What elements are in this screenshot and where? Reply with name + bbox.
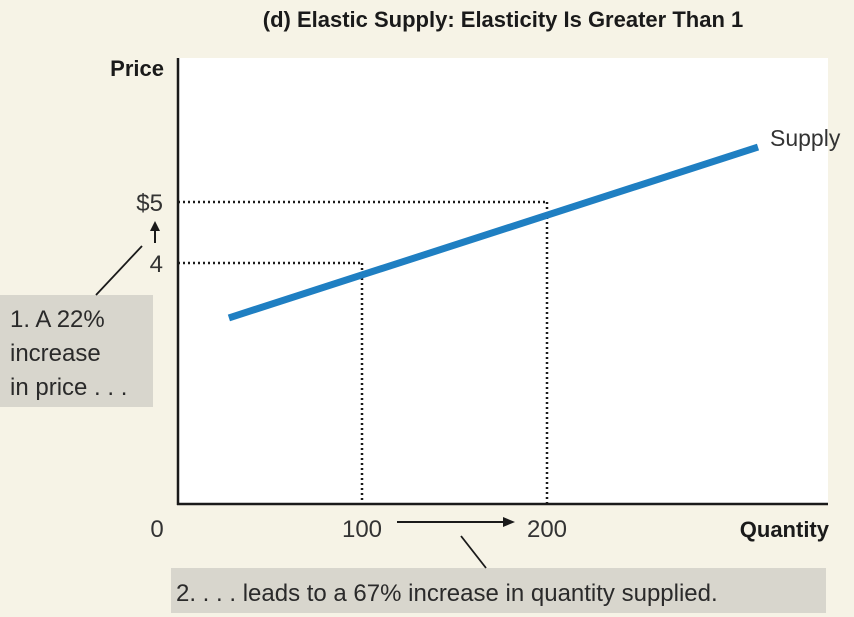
supply-line [227,143,760,322]
x-tick-label-100: 100 [342,516,382,543]
quantity-arrow-head [503,517,515,527]
plot-area [178,58,828,504]
y-tick-label-5: $5 [136,190,163,217]
origin-label: 0 [150,516,163,543]
x-tick-label-200: 200 [527,516,567,543]
price-annotation-line-2: increase [10,340,101,367]
chart-title: (d) Elastic Supply: Elasticity Is Greate… [263,7,743,32]
quantity-annotation-pointer [460,535,487,569]
quantity-annotation-box [171,568,826,613]
y-axis-label: Price [110,56,164,81]
x-axis-label: Quantity [740,517,830,542]
y-tick-label-4: 4 [150,251,163,278]
price-annotation-line-1: 1. A 22% [10,306,105,333]
reference-lines [178,200,549,504]
supply-label: Supply [770,125,841,151]
price-arrow-head [150,221,160,231]
price-annotation-pointer [95,245,143,296]
quantity-annotation-text: 2. . . . leads to a 67% increase in quan… [176,580,718,607]
price-annotation-box [0,295,153,407]
price-annotation-line-3: in price . . . [10,374,127,401]
